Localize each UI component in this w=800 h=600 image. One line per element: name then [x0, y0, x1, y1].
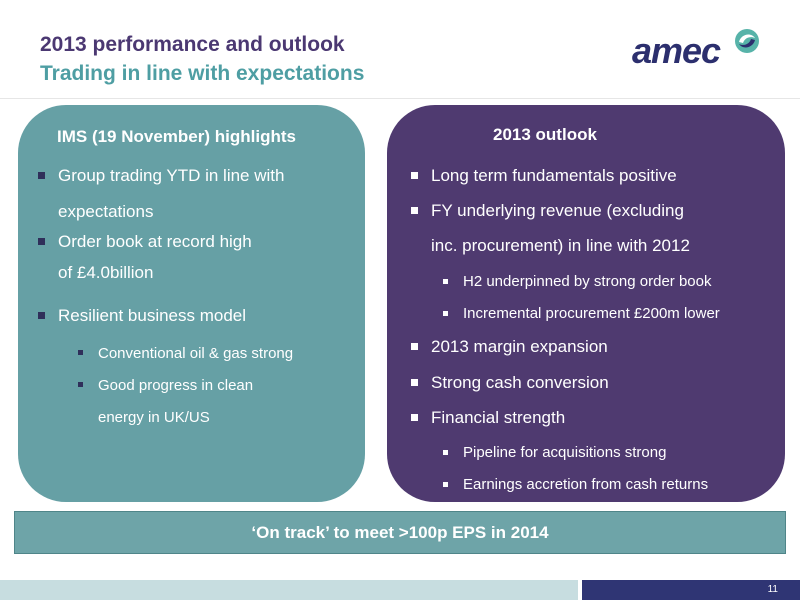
- outlook-item: Strong cash conversion: [431, 373, 609, 392]
- outlook-subitem: Pipeline for acquisitions strong: [463, 444, 667, 461]
- highlight-item-cont: expectations: [58, 202, 154, 221]
- highlight-item-cont: of £4.0billion: [58, 263, 154, 282]
- slide-title: 2013 performance and outlook: [40, 33, 345, 56]
- outlook-subitem: Earnings accretion from cash returns: [463, 476, 709, 493]
- slide-subtitle: Trading in line with expectations: [40, 62, 365, 85]
- sub-bullet-icon: [78, 350, 83, 355]
- highlights-panel: [18, 105, 365, 502]
- page-number: 11: [767, 584, 778, 595]
- bullet-icon: [38, 172, 45, 179]
- footer-bar-right: [582, 580, 800, 600]
- highlight-subitem: Good progress in clean: [98, 377, 254, 394]
- sub-bullet-icon: [443, 279, 448, 284]
- outlook-item: 2013 margin expansion: [431, 337, 608, 356]
- highlight-item: Resilient business model: [58, 306, 247, 325]
- outlook-title: 2013 outlook: [493, 125, 597, 144]
- highlight-item: Group trading YTD in line with: [58, 166, 285, 185]
- bullet-icon: [411, 343, 418, 350]
- logo-wordmark: amec: [632, 30, 721, 71]
- highlight-subitem-cont: energy in UK/US: [98, 409, 210, 426]
- highlight-item: Order book at record high: [58, 232, 252, 251]
- outlook-subitem: Incremental procurement £200m lower: [463, 305, 720, 322]
- eps-target-banner: ‘On track’ to meet >100p EPS in 2014: [14, 511, 786, 554]
- outlook-subitem: H2 underpinned by strong order book: [463, 273, 712, 290]
- outlook-item: FY underlying revenue (excluding: [431, 201, 684, 220]
- logo-swirl-icon: [735, 29, 759, 53]
- bullet-icon: [38, 238, 45, 245]
- bullet-icon: [411, 379, 418, 386]
- sub-bullet-icon: [443, 482, 448, 487]
- bullet-icon: [411, 207, 418, 214]
- header-divider: [0, 98, 800, 99]
- sub-bullet-icon: [78, 382, 83, 387]
- bullet-icon: [411, 172, 418, 179]
- bullet-icon: [38, 312, 45, 319]
- footer-bar-left: [0, 580, 578, 600]
- sub-bullet-icon: [443, 311, 448, 316]
- highlights-title: IMS (19 November) highlights: [57, 127, 296, 146]
- outlook-item: Long term fundamentals positive: [431, 166, 677, 185]
- outlook-item-cont: inc. procurement) in line with 2012: [431, 236, 690, 255]
- highlight-subitem: Conventional oil & gas strong: [98, 345, 294, 362]
- sub-bullet-icon: [443, 450, 448, 455]
- outlook-item: Financial strength: [431, 408, 566, 427]
- amec-logo: amec: [632, 28, 762, 74]
- bullet-icon: [411, 414, 418, 421]
- outlook-panel: [387, 105, 785, 502]
- banner-text: ‘On track’ to meet >100p EPS in 2014: [251, 523, 549, 542]
